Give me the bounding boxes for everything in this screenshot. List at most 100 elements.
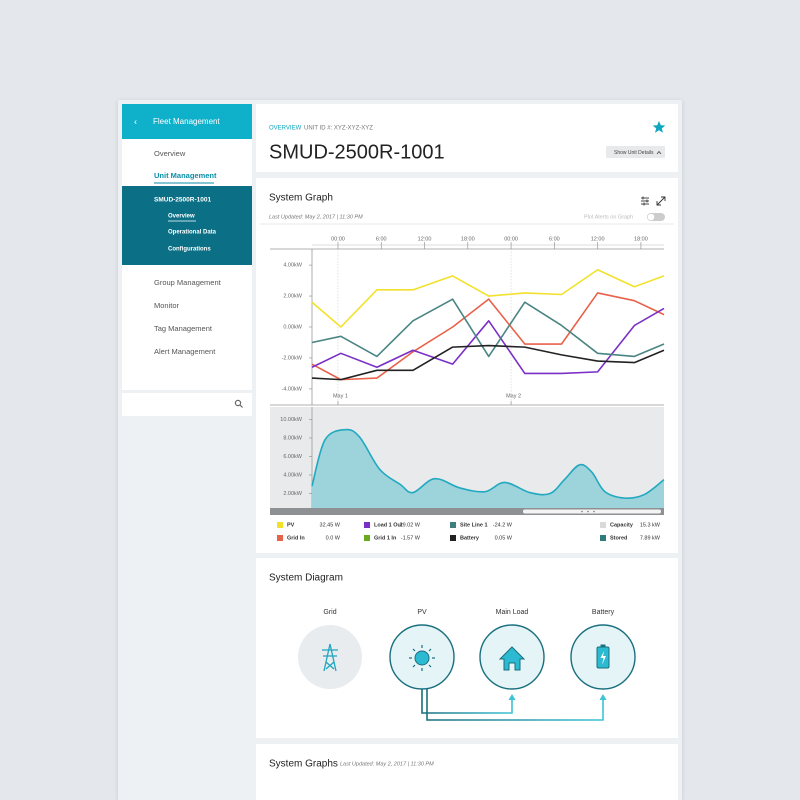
settings-icon[interactable] bbox=[641, 196, 649, 206]
legend-name: Load 1 Out bbox=[374, 522, 403, 528]
arrow-head bbox=[599, 694, 607, 700]
legend-reading: -24.2 W bbox=[493, 522, 513, 528]
legend-name: Battery bbox=[460, 535, 480, 541]
house-icon bbox=[498, 646, 526, 671]
x-tick-label: 18:00 bbox=[634, 236, 648, 242]
card-title: System Diagram bbox=[269, 573, 343, 584]
graphs-card bbox=[256, 744, 678, 800]
legend-name: PV bbox=[287, 522, 295, 528]
unit-id: UNIT ID #: XYZ-XYZ-XYZ bbox=[304, 126, 373, 132]
search-box[interactable] bbox=[122, 393, 252, 416]
sun-icon bbox=[409, 645, 435, 671]
breadcrumb[interactable]: OVERVIEW bbox=[269, 126, 302, 132]
legend-reading: 29.02 W bbox=[400, 522, 421, 528]
tower-icon bbox=[322, 643, 338, 672]
legend-swatch bbox=[600, 535, 606, 541]
details-button[interactable] bbox=[606, 146, 665, 158]
legend-name: Grid In bbox=[287, 535, 305, 541]
y-tick-label: 2.00kW bbox=[283, 294, 302, 300]
back-icon[interactable]: ‹ bbox=[134, 116, 137, 126]
x-tick-label: 6:00 bbox=[549, 236, 560, 242]
nav-item[interactable]: Group Management bbox=[154, 278, 222, 287]
sidebar-header[interactable] bbox=[122, 104, 252, 139]
scrollbar-thumb bbox=[523, 509, 661, 514]
node-label: PV bbox=[417, 609, 427, 616]
x-tick-label: 00:00 bbox=[331, 236, 345, 242]
x-tick-label: 18:00 bbox=[461, 236, 475, 242]
legend-reading: 15.3 kW bbox=[640, 522, 661, 528]
caret-icon bbox=[656, 150, 662, 155]
y-tick-label: 10.00kW bbox=[280, 417, 303, 423]
series-line bbox=[311, 268, 665, 328]
legend-swatch bbox=[277, 535, 283, 541]
y-tick-label: -4.00kW bbox=[282, 386, 303, 392]
legend-reading: 0.0 W bbox=[326, 535, 341, 541]
series-line bbox=[311, 307, 665, 375]
nav-item-active[interactable]: Unit Management bbox=[154, 171, 217, 180]
legend-swatch bbox=[600, 522, 606, 528]
favorite-star[interactable] bbox=[652, 121, 666, 133]
node-label: Main Load bbox=[496, 609, 529, 616]
x-tick-label: 00:00 bbox=[504, 236, 518, 242]
unit-nav-item[interactable]: Overview bbox=[168, 214, 195, 220]
legend-name: Stored bbox=[610, 535, 627, 541]
x-tick-label: 12:00 bbox=[591, 236, 605, 242]
node-label: Grid bbox=[323, 609, 336, 616]
node-grid[interactable] bbox=[298, 625, 362, 689]
toggle-knob bbox=[647, 213, 655, 221]
scrollbar-grip bbox=[593, 510, 595, 513]
y-tick-label: 4.00kW bbox=[283, 472, 302, 478]
nav-item[interactable]: Overview bbox=[154, 149, 186, 158]
date-tick-label: May 1 bbox=[333, 393, 348, 399]
x-tick-label: 12:00 bbox=[418, 236, 432, 242]
unit-name[interactable]: SMUD-2500R-1001 bbox=[154, 197, 211, 204]
last-updated: Last Updated: May 2, 2017 | 11:30 PM bbox=[340, 761, 434, 767]
scrollbar-grip bbox=[581, 510, 583, 513]
legend-reading: 7.89 kW bbox=[640, 535, 661, 541]
arrow-head bbox=[508, 694, 516, 700]
area-line bbox=[311, 428, 665, 500]
charts: 00:00 6:00 12:00 18:00 00:00 6:00 12:00 18:00 Ma… bbox=[270, 236, 665, 541]
legend-swatch bbox=[364, 535, 370, 541]
node-label: Battery bbox=[592, 609, 615, 616]
y-tick-label: -2.00kW bbox=[282, 355, 303, 361]
scrollbar-track[interactable] bbox=[270, 508, 664, 515]
details-button-label: Show Unit Details bbox=[614, 150, 654, 156]
flow-arrow bbox=[421, 689, 513, 714]
series-line bbox=[311, 298, 665, 358]
legend-reading: -1.57 W bbox=[401, 535, 421, 541]
unit-nav-item[interactable]: Configurations bbox=[168, 247, 211, 253]
legend-swatch bbox=[450, 522, 456, 528]
legend-swatch bbox=[450, 535, 456, 541]
nav-item[interactable]: Alert Management bbox=[154, 347, 216, 356]
card-title: System Graphs bbox=[269, 759, 338, 770]
unit-block bbox=[122, 186, 252, 265]
area-fill bbox=[312, 429, 664, 512]
y-tick-label: 2.00kW bbox=[283, 491, 302, 497]
series-line bbox=[311, 344, 665, 381]
battery-icon bbox=[596, 644, 610, 669]
flow-arrow bbox=[426, 689, 604, 721]
legend-name: Grid 1 In bbox=[374, 535, 397, 541]
legend-swatch bbox=[364, 522, 370, 528]
sidebar-title: Fleet Management bbox=[153, 117, 220, 126]
search-icon[interactable] bbox=[234, 399, 243, 408]
x-tick-label: 6:00 bbox=[376, 236, 387, 242]
expand-icon[interactable] bbox=[656, 196, 666, 206]
card-title: System Graph bbox=[269, 193, 333, 204]
series-line bbox=[311, 292, 665, 381]
legend-name: Capacity bbox=[610, 522, 634, 528]
nav-item[interactable]: Tag Management bbox=[154, 324, 213, 333]
legend-swatch bbox=[277, 522, 283, 528]
y-tick-label: 6.00kW bbox=[283, 454, 302, 460]
scrollbar-grip bbox=[587, 510, 589, 513]
date-tick-label: May 2 bbox=[506, 393, 521, 399]
y-tick-label: 0.00kW bbox=[283, 324, 302, 330]
legend-reading: 0.05 W bbox=[495, 535, 513, 541]
nav-item[interactable]: Monitor bbox=[154, 301, 180, 310]
y-tick-label: 8.00kW bbox=[283, 435, 302, 441]
header-card bbox=[256, 104, 678, 172]
unit-nav-item[interactable]: Operational Data bbox=[168, 230, 217, 236]
